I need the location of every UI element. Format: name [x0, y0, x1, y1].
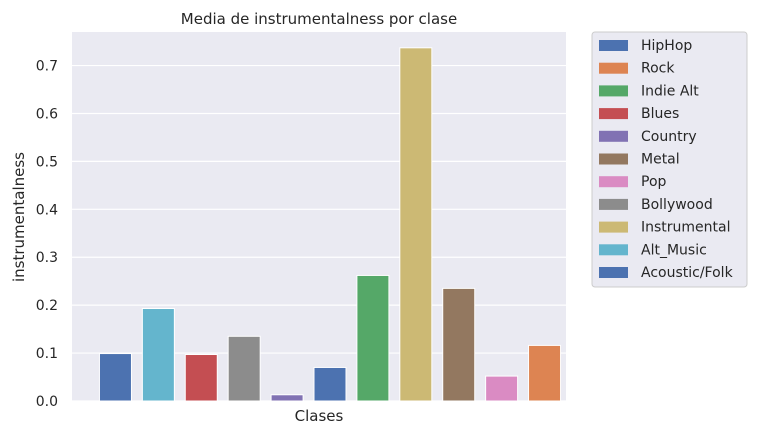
legend-swatch: [599, 267, 628, 278]
bar-instrumental: [399, 47, 433, 402]
y-tick-label: 0.2: [36, 298, 58, 314]
legend-label: Instrumental: [641, 220, 731, 236]
legend-label: Rock: [641, 61, 675, 77]
legend-label: Indie Alt: [641, 83, 699, 99]
legend-frame: [591, 31, 748, 288]
legend-swatch: [599, 130, 628, 142]
legend-swatch: [599, 176, 628, 188]
legend-swatch: [599, 40, 628, 51]
x-axis-label: Clases: [295, 407, 344, 425]
legend: HipHop Rock Indie Alt Blues Country Metal Pop B…: [591, 31, 748, 288]
legend-swatch: [599, 198, 628, 210]
y-tick-label: 0.3: [36, 250, 58, 266]
legend-label: Bollywood: [641, 197, 713, 213]
legend-swatch: [599, 244, 628, 256]
bars: [98, 47, 562, 402]
bar-indie-alt: [356, 274, 390, 402]
legend-swatch: [599, 153, 628, 165]
y-tick-label: 0.0: [36, 394, 58, 410]
bar-bollywood: [227, 335, 261, 402]
bar-pop: [485, 375, 519, 402]
legend-label: Metal: [641, 152, 680, 168]
legend-label: HipHop: [641, 38, 692, 54]
legend-swatch: [599, 108, 628, 120]
legend-swatch: [599, 85, 628, 97]
bar-country: [270, 394, 304, 402]
bar-alt-music: [141, 308, 175, 402]
y-axis-label: instrumentalness: [10, 152, 28, 282]
y-tick-labels: 0.0 0.1 0.2 0.3 0.4 0.5 0.6 0.7: [36, 59, 58, 410]
legend-label: Country: [641, 129, 697, 145]
y-tick-label: 0.7: [36, 59, 58, 75]
bar-hiphop: [313, 366, 347, 402]
legend-label: Blues: [641, 106, 679, 122]
y-tick-label: 0.1: [36, 346, 58, 362]
legend-swatch: [599, 221, 628, 233]
legend-swatch: [599, 62, 628, 74]
bar-blues: [184, 354, 218, 402]
legend-label: Acoustic/Folk: [641, 265, 734, 281]
chart-title: Media de instrumentalness por clase: [181, 10, 457, 28]
y-tick-label: 0.6: [36, 106, 58, 122]
bar-rock: [528, 344, 562, 402]
bar-metal: [442, 287, 476, 402]
bar-acoustic-folk: [98, 353, 132, 402]
legend-label: Pop: [641, 174, 667, 190]
y-tick-label: 0.4: [36, 202, 58, 218]
y-tick-label: 0.5: [36, 154, 58, 170]
legend-label: Alt_Music: [641, 242, 707, 258]
